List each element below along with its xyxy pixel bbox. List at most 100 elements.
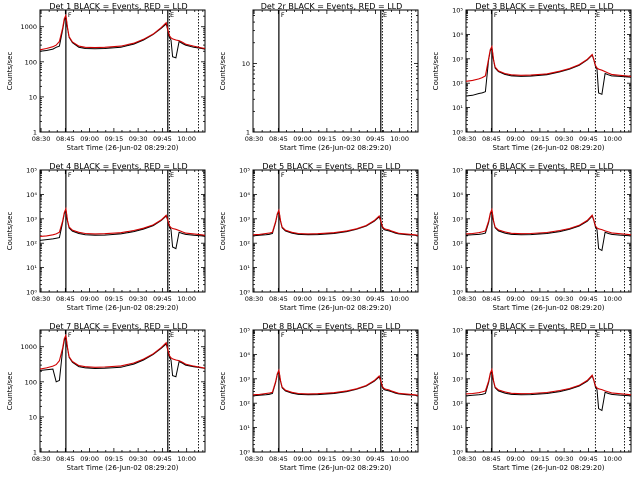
- y-tick-label: 10⁰: [239, 449, 250, 457]
- y-tick-label: 10³: [452, 375, 463, 383]
- x-axis-label: Start Time (26-Jun-02 08:29:20): [67, 464, 179, 472]
- x-tick-label: 09:30: [129, 135, 148, 143]
- flag-marker-label: F: [68, 331, 72, 339]
- x-tick-label: 08:30: [245, 455, 264, 463]
- y-tick-label: 10: [242, 60, 250, 68]
- x-tick-label: 09:15: [531, 135, 550, 143]
- x-tick-label: 09:45: [579, 135, 598, 143]
- x-tick-label: 09:45: [579, 455, 598, 463]
- x-axis-label: Start Time (26-Jun-02 08:29:20): [280, 144, 392, 152]
- x-tick-label: 08:30: [458, 295, 477, 303]
- x-tick-label: 09:30: [555, 135, 574, 143]
- x-tick-label: 09:15: [318, 135, 337, 143]
- panel-det-1: Det 1 BLACK = Events, RED = LLD 1 10 100 100…: [6, 2, 206, 152]
- flag-marker-label: F: [281, 11, 285, 19]
- x-tick-label: 08:30: [32, 135, 51, 143]
- x-tick-label: 10:00: [603, 135, 622, 143]
- flag-marker-label: E: [596, 11, 600, 19]
- x-axis-label: Start Time (26-Jun-02 08:29:20): [493, 464, 605, 472]
- series-line-events: [465, 368, 632, 412]
- x-tick-label: 09:45: [366, 455, 385, 463]
- y-tick-label: 10³: [452, 215, 463, 223]
- x-tick-label: 09:15: [318, 455, 337, 463]
- plot-frame: [465, 329, 632, 453]
- y-tick-label: 10⁴: [452, 191, 463, 199]
- series-line-events: [465, 208, 632, 252]
- flag-marker-label: F: [68, 171, 72, 179]
- x-axis-label: Start Time (26-Jun-02 08:29:20): [280, 304, 392, 312]
- panel-title: Det 9 BLACK = Events, RED = LLD: [475, 322, 613, 331]
- y-axis-label: Counts/sec: [219, 52, 227, 91]
- panel-title: Det 1 BLACK = Events, RED = LLD: [49, 2, 187, 11]
- y-axis-label: Counts/sec: [219, 212, 227, 251]
- panel-det-5: Det 5 BLACK = Events, RED = LLD 10⁰ 10¹ 10²…: [219, 162, 419, 312]
- x-tick-label: 09:00: [80, 455, 99, 463]
- plot-frame: [39, 169, 206, 293]
- y-tick-label: 1: [246, 129, 250, 137]
- x-tick-label: 10:00: [603, 295, 622, 303]
- x-tick-label: 09:00: [293, 135, 312, 143]
- x-tick-label: 08:30: [245, 135, 264, 143]
- flag-marker-label: F: [281, 171, 285, 179]
- x-axis-label: Start Time (26-Jun-02 08:29:20): [280, 464, 392, 472]
- x-tick-label: 08:30: [32, 455, 51, 463]
- x-tick-label: 08:30: [32, 295, 51, 303]
- x-tick-label: 08:45: [482, 295, 501, 303]
- series-line-lld: [39, 206, 206, 237]
- y-tick-label: 1: [33, 129, 37, 137]
- y-tick-label: 10¹: [239, 424, 250, 432]
- flag-marker-label: F: [494, 171, 498, 179]
- panel-title: Det 7 BLACK = Events, RED = LLD: [49, 322, 187, 331]
- panel-title: Det 5 BLACK = Events, RED = LLD: [262, 162, 400, 171]
- panel-det-8: Det 8 BLACK = Events, RED = LLD 10⁰ 10¹ 10²…: [219, 322, 419, 472]
- panel-det-2: Det 2r BLACK = Events, RED = LLD 1 10 08:30…: [219, 2, 419, 152]
- x-tick-label: 08:45: [269, 135, 288, 143]
- panel-title: Det 3 BLACK = Events, RED = LLD: [475, 2, 613, 11]
- y-axis-label: Counts/sec: [432, 212, 440, 251]
- series-line-lld: [39, 13, 206, 51]
- x-tick-label: 08:45: [269, 295, 288, 303]
- panel-title: Det 2r BLACK = Events, RED = LLD: [261, 2, 403, 11]
- x-tick-label: 08:30: [245, 295, 264, 303]
- series-line-lld: [465, 367, 632, 396]
- x-tick-label: 09:00: [293, 455, 312, 463]
- flag-marker-label: F: [68, 11, 72, 19]
- y-tick-label: 10²: [452, 400, 463, 408]
- flag-marker-label: E: [170, 331, 174, 339]
- panel-det-9: Det 9 BLACK = Events, RED = LLD 10⁰ 10¹ 10²…: [432, 322, 632, 472]
- y-tick-label: 10²: [452, 80, 463, 88]
- flag-marker-label: E: [170, 171, 174, 179]
- y-tick-label: 10²: [239, 240, 250, 248]
- panel-title: Det 4 BLACK = Events, RED = LLD: [49, 162, 187, 171]
- x-tick-label: 09:45: [153, 135, 172, 143]
- y-tick-label: 10: [29, 93, 37, 101]
- x-tick-label: 09:30: [342, 135, 361, 143]
- y-axis-label: Counts/sec: [432, 372, 440, 411]
- y-tick-label: 10²: [452, 240, 463, 248]
- y-tick-label: 100: [25, 378, 37, 386]
- flag-marker-label: E: [170, 11, 174, 19]
- flag-marker-label: E: [596, 331, 600, 339]
- flag-marker-label: F: [494, 331, 498, 339]
- flag-marker-label: E: [596, 171, 600, 179]
- y-tick-label: 10: [29, 413, 37, 421]
- y-tick-label: 10⁰: [239, 289, 250, 297]
- y-tick-label: 10⁴: [452, 31, 463, 39]
- x-tick-label: 09:00: [506, 295, 525, 303]
- y-tick-label: 10⁴: [452, 351, 463, 359]
- series-line-events: [39, 16, 206, 59]
- y-axis-label: Counts/sec: [432, 52, 440, 91]
- x-axis-label: Start Time (26-Jun-02 08:29:20): [67, 144, 179, 152]
- y-tick-label: 10⁰: [452, 449, 463, 457]
- x-tick-label: 10:00: [390, 455, 409, 463]
- plot-frame: [252, 9, 419, 133]
- y-tick-label: 10¹: [239, 264, 250, 272]
- y-tick-label: 10⁵: [452, 7, 463, 15]
- y-tick-label: 10⁵: [239, 167, 250, 175]
- x-tick-label: 09:45: [153, 455, 172, 463]
- x-tick-label: 10:00: [390, 135, 409, 143]
- plot-frame: [252, 169, 419, 293]
- x-tick-label: 09:15: [531, 295, 550, 303]
- x-tick-label: 08:45: [269, 455, 288, 463]
